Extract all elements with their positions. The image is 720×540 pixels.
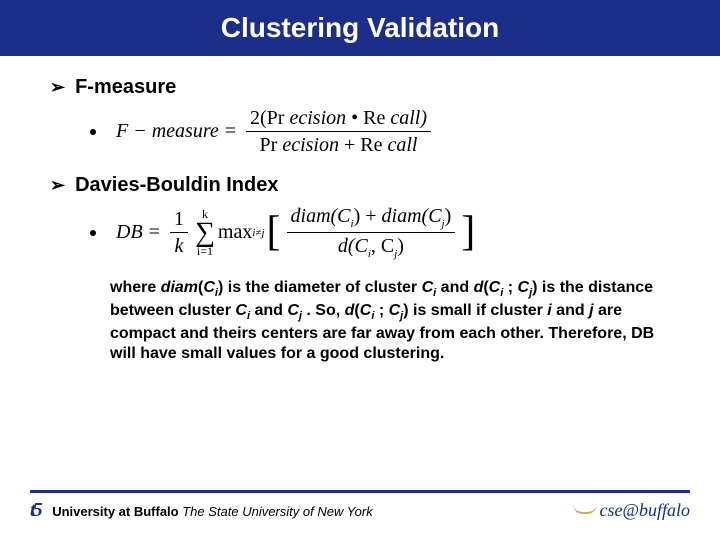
ub-logo-icon: t5	[30, 499, 43, 522]
bullet-fmeasure: ➢ F-measure	[50, 76, 670, 99]
slide-content: ➢ F-measure F − measure = 2(Pr ecision •…	[0, 56, 720, 364]
cse-logo-icon: cse@buffalo	[573, 500, 690, 521]
f1-eq: =	[225, 120, 236, 143]
bullet-dbindex: ➢ Davies-Bouldin Index	[50, 174, 670, 197]
footer-cse: cse@buffalo	[599, 500, 690, 521]
db-max-sub: i≠j	[252, 227, 264, 239]
right-bracket-icon: ]	[461, 214, 475, 252]
f1-num: 2(Pr ecision • Re call)	[246, 107, 431, 132]
bullet-arrow-icon: ➢	[50, 77, 65, 98]
f1-den: Pr ecision + Re call	[246, 132, 431, 156]
footer-divider	[30, 490, 690, 493]
db-max: max	[218, 221, 252, 244]
footer-state: The State University of New York	[182, 504, 373, 519]
bullet-label: F-measure	[75, 76, 176, 99]
footer-university: University at Buffalo	[52, 504, 178, 519]
formula-fmeasure: F − measure = 2(Pr ecision • Re call) Pr…	[90, 107, 670, 156]
bullet-arrow-icon: ➢	[50, 175, 65, 196]
swoosh-icon	[573, 504, 597, 514]
footer-left: t5 University at Buffalo The State Unive…	[30, 499, 373, 522]
formula-db: DB = 1 k k ∑ i=1 maxi≠j [ diam(Ci) + dia…	[90, 205, 670, 260]
db-eq: =	[149, 221, 160, 244]
bullet-label: Davies-Bouldin Index	[75, 174, 278, 197]
slide-title: Clustering Validation	[0, 0, 720, 56]
bullet-dot-icon	[90, 230, 96, 236]
f1-lhs: F − measure	[116, 120, 219, 143]
db-1k-num: 1	[170, 208, 188, 233]
left-bracket-icon: [	[267, 214, 281, 252]
sigma-icon: k ∑ i=1	[195, 208, 215, 257]
bullet-dot-icon	[90, 129, 96, 135]
db-lhs: DB	[116, 221, 143, 244]
db-inner-num: diam(Ci) + diam(Cj)	[287, 205, 456, 233]
db-explanation: where diam(Ci) is the diameter of cluste…	[110, 278, 670, 364]
db-1k-den: k	[170, 233, 188, 257]
slide-footer: t5 University at Buffalo The State Unive…	[30, 490, 690, 522]
db-inner-den: d(Ci, Cj)	[287, 233, 456, 260]
